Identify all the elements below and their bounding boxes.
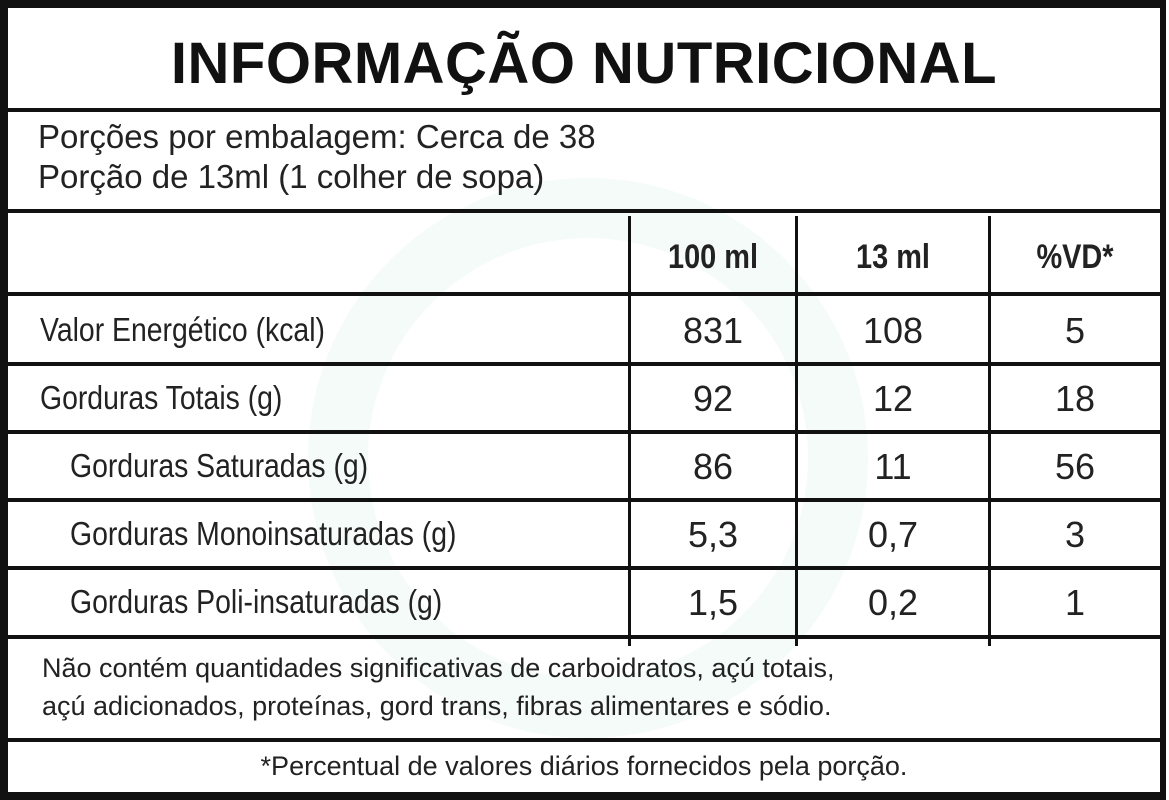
value-portion: 0,7 bbox=[867, 514, 919, 555]
value-portion: 108 bbox=[862, 310, 924, 351]
row-divider bbox=[8, 362, 1160, 366]
nutrient-label: Gorduras Saturadas (g) bbox=[70, 447, 369, 484]
nutrient-label: Gorduras Totais (g) bbox=[40, 379, 283, 416]
value-100ml: 86 bbox=[692, 446, 734, 487]
value-vd: 56 bbox=[1054, 446, 1096, 487]
value-100ml: 1,5 bbox=[687, 582, 739, 623]
divider bbox=[8, 292, 1160, 296]
value-portion: 12 bbox=[872, 378, 914, 419]
footnote-line2: açú adicionados, proteínas, gord trans, … bbox=[42, 691, 832, 721]
servings-per-package: Porções por embalagem: Cerca de 38 bbox=[38, 118, 596, 155]
portion-size: Porção de 13ml (1 colher de sopa) bbox=[38, 158, 545, 195]
value-100ml: 5,3 bbox=[687, 514, 739, 555]
divider bbox=[8, 209, 1160, 213]
footnote-line1: Não contém quantidades significativas de… bbox=[42, 653, 835, 683]
value-vd: 5 bbox=[1064, 310, 1086, 351]
value-vd: 1 bbox=[1064, 582, 1086, 623]
divider bbox=[8, 738, 1160, 742]
divider bbox=[8, 635, 1160, 639]
value-portion: 11 bbox=[874, 446, 912, 487]
label-title: INFORMAÇÃO NUTRICIONAL bbox=[170, 31, 998, 96]
row-divider bbox=[8, 430, 1160, 434]
nutrient-label: Gorduras Monoinsaturadas (g) bbox=[70, 515, 457, 552]
value-vd: 3 bbox=[1064, 514, 1086, 555]
divider bbox=[8, 108, 1160, 112]
row-divider bbox=[8, 498, 1160, 502]
nutrient-label: Valor Energético (kcal) bbox=[40, 311, 325, 348]
value-100ml: 831 bbox=[682, 310, 744, 351]
nutrient-label: Gorduras Poli-insaturadas (g) bbox=[70, 583, 443, 620]
value-portion: 0,2 bbox=[867, 582, 919, 623]
row-divider bbox=[8, 566, 1160, 570]
value-100ml: 92 bbox=[692, 378, 734, 419]
header-vd: %VD* bbox=[1036, 238, 1114, 276]
vd-note: *Percentual de valores diários fornecido… bbox=[260, 751, 908, 781]
value-vd: 18 bbox=[1054, 378, 1096, 419]
header-100ml: 100 ml bbox=[668, 238, 758, 276]
header-portion: 13 ml bbox=[856, 238, 930, 276]
